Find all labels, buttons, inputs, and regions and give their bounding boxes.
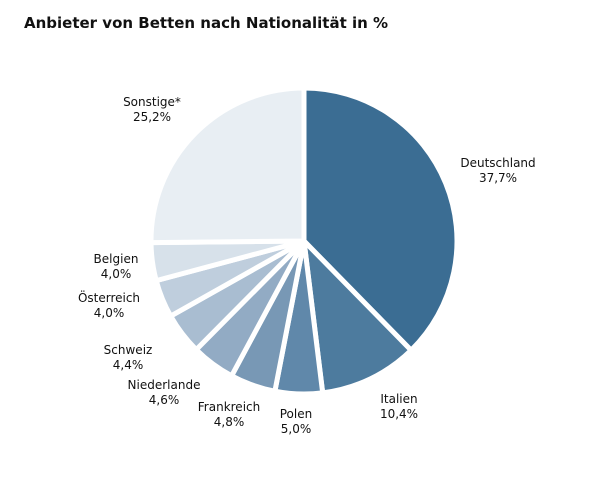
- slice-name-italien: Italien: [380, 392, 417, 406]
- pie-slice-italien: [301, 238, 414, 396]
- slice-label-deutschland: Deutschland 37,7%: [460, 156, 535, 185]
- slice-value-sonstige: 25,2%: [133, 110, 171, 124]
- pie-slice-deutschland: [301, 85, 460, 353]
- slice-name-belgien: Belgien: [94, 252, 139, 266]
- slice-name-polen: Polen: [280, 407, 312, 421]
- slice-name-oesterreich: Österreich: [78, 289, 140, 305]
- pie-slice-sonstige: [148, 85, 307, 246]
- slice-label-belgien: Belgien 4,0%: [94, 252, 139, 281]
- slice-name-frankreich: Frankreich: [198, 400, 260, 414]
- slice-label-schweiz: Schweiz 4,4%: [104, 343, 153, 372]
- slice-value-oesterreich: 4,0%: [94, 306, 125, 320]
- slice-name-deutschland: Deutschland: [460, 156, 535, 170]
- slice-value-niederlande: 4,6%: [149, 393, 180, 407]
- chart-title: Anbieter von Betten nach Nationalität in…: [24, 14, 389, 32]
- slice-value-schweiz: 4,4%: [113, 358, 144, 372]
- slice-label-polen: Polen 5,0%: [280, 407, 312, 436]
- slice-name-schweiz: Schweiz: [104, 343, 153, 357]
- slice-value-deutschland: 37,7%: [479, 171, 517, 185]
- slice-name-niederlande: Niederlande: [128, 378, 201, 392]
- slice-name-sonstige: Sonstige*: [123, 95, 181, 109]
- slice-value-belgien: 4,0%: [101, 267, 132, 281]
- slice-label-italien: Italien 10,4%: [380, 392, 418, 421]
- slice-value-polen: 5,0%: [281, 422, 312, 436]
- slice-value-frankreich: 4,8%: [214, 415, 245, 429]
- slice-label-niederlande: Niederlande 4,6%: [128, 378, 201, 407]
- slice-label-oesterreich: Österreich 4,0%: [78, 289, 140, 320]
- slice-value-italien: 10,4%: [380, 407, 418, 421]
- slice-label-frankreich: Frankreich 4,8%: [198, 400, 260, 429]
- slice-label-sonstige: Sonstige* 25,2%: [123, 95, 181, 124]
